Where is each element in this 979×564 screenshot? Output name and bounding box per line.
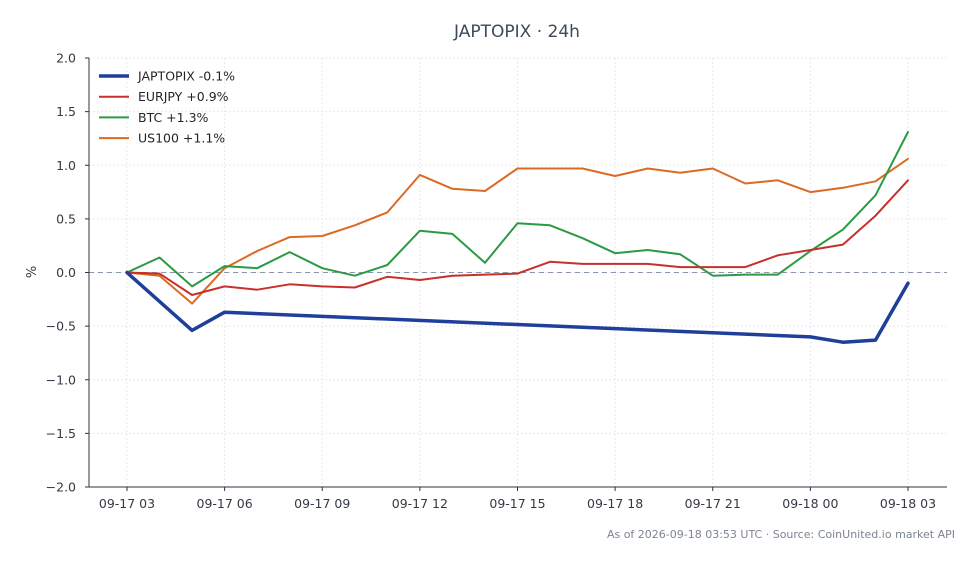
y-tick-label-6: 1.0 [56, 158, 76, 173]
x-tick-label-0: 09-17 03 [99, 496, 155, 511]
chart-title: JAPTOPIX · 24h [453, 22, 580, 42]
footer-note: As of 2026-09-18 03:53 UTC · Source: Coi… [607, 528, 955, 541]
x-tick-label-2: 09-17 09 [294, 496, 350, 511]
series-line-2 [126, 131, 909, 288]
x-tick-label-7: 09-18 00 [782, 496, 838, 511]
y-tick-label-0: −2.0 [46, 480, 76, 495]
legend: JAPTOPIX -0.1% EURJPY +0.9% BTC +1.3% US100… [99, 69, 235, 146]
x-tick-label-6: 09-17 21 [685, 496, 741, 511]
series-group [125, 131, 910, 344]
x-tick-label-4: 09-17 15 [489, 496, 545, 511]
y-tick-label-4: 0.0 [56, 265, 76, 280]
y-tick-label-2: −1.0 [46, 372, 76, 387]
y-tick-label-1: −1.5 [46, 426, 76, 441]
y-axis-label: % [25, 266, 40, 278]
x-tick-label-1: 09-17 06 [197, 496, 253, 511]
x-tick-label-5: 09-17 18 [587, 496, 643, 511]
y-tick-label-7: 1.5 [56, 104, 76, 119]
legend-label-1: EURJPY +0.9% [138, 89, 229, 104]
x-tick-label-3: 09-17 12 [392, 496, 448, 511]
series-line-1 [126, 179, 909, 296]
legend-label-2: BTC +1.3% [138, 110, 209, 125]
tick-labels: −2.0 −1.5 −1.0 −0.5 0.0 0.5 1.0 1.5 2.0 09-17 03 0… [46, 51, 936, 512]
legend-label-3: US100 +1.1% [138, 131, 225, 146]
legend-label-0: JAPTOPIX -0.1% [137, 69, 235, 84]
series-line-0 [125, 270, 910, 344]
y-tick-label-5: 0.5 [56, 211, 76, 226]
y-tick-label-8: 2.0 [56, 51, 76, 66]
x-tick-label-8: 09-18 03 [880, 496, 936, 511]
series-line-3 [126, 157, 909, 305]
y-tick-label-3: −0.5 [46, 319, 76, 334]
